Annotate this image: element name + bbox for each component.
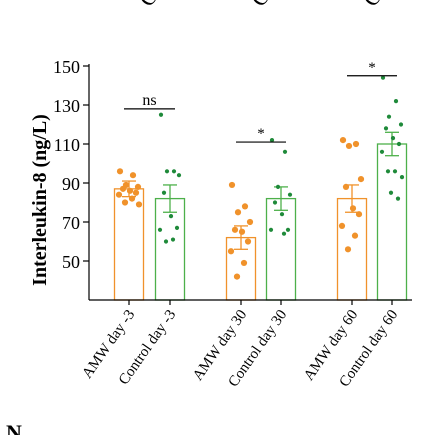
top-cutoff-label: C [358, 0, 387, 11]
data-point [176, 173, 182, 178]
data-point [161, 190, 167, 195]
y-tick-label: 110 [54, 135, 80, 155]
data-point [272, 200, 278, 205]
bar [376, 143, 408, 301]
data-point [168, 214, 174, 219]
data-point [128, 195, 136, 202]
data-point [135, 201, 143, 208]
data-point [227, 248, 235, 255]
data-point [233, 273, 241, 280]
data-point [116, 168, 124, 175]
significance-label: * [257, 126, 265, 142]
data-point [121, 199, 129, 206]
data-point [126, 187, 134, 194]
top-label-group: CCC [134, 0, 387, 11]
y-tick-label: 70 [62, 213, 80, 233]
data-point [355, 211, 363, 218]
data-point [228, 181, 236, 189]
data-point [115, 191, 123, 198]
data-point [393, 99, 399, 104]
data-point [287, 192, 293, 197]
data-point [171, 169, 177, 174]
data-point [385, 169, 391, 174]
significance-label: ns [142, 92, 156, 109]
y-axis: 50 70 90 110 130 150 [53, 57, 90, 300]
data-point [357, 176, 365, 183]
data-point [395, 196, 401, 201]
data-point [285, 227, 291, 232]
corner-label: N [6, 420, 22, 435]
plot-area: ns * * [113, 60, 408, 301]
data-point [386, 114, 392, 119]
data-point [390, 136, 396, 141]
data-point [234, 209, 242, 216]
data-point [129, 172, 137, 179]
bar [154, 197, 186, 301]
data-point [170, 237, 176, 242]
data-point [338, 222, 346, 229]
y-tick-label: 90 [62, 174, 80, 194]
data-point [246, 218, 254, 226]
y-tick-label: 150 [53, 57, 80, 77]
data-point [345, 142, 353, 150]
bar [336, 197, 368, 301]
data-point [279, 212, 285, 217]
data-point [383, 126, 389, 131]
data-point [275, 184, 281, 189]
top-cutoff-label: C [134, 0, 163, 11]
data-point [398, 122, 404, 127]
significance-label: * [368, 60, 376, 76]
data-point [380, 75, 386, 80]
data-point [174, 225, 180, 230]
data-point [157, 227, 163, 232]
data-point [268, 227, 274, 232]
data-point [240, 259, 248, 267]
y-axis-label: Interleukin-8 (ng/L) [29, 114, 51, 286]
data-point [119, 185, 127, 192]
data-point [158, 112, 164, 117]
data-point [238, 228, 246, 235]
data-point [344, 246, 352, 253]
data-point [349, 205, 357, 212]
y-tick-label: 50 [62, 252, 80, 272]
data-point [132, 189, 140, 196]
data-point [399, 175, 405, 180]
data-point [231, 226, 239, 233]
data-point [282, 149, 288, 154]
data-point [244, 238, 252, 245]
top-cutoff-label: C [246, 0, 275, 11]
data-point [351, 232, 359, 239]
data-point [163, 239, 169, 244]
data-point [241, 203, 249, 210]
data-point [392, 169, 398, 174]
data-point [352, 140, 360, 148]
data-point [281, 231, 287, 236]
data-point [396, 141, 402, 147]
data-point [379, 149, 385, 154]
data-point [342, 183, 350, 190]
data-point [388, 190, 394, 195]
data-point [134, 183, 142, 190]
data-point [269, 138, 275, 143]
y-tick-label: 130 [53, 96, 80, 116]
data-point [164, 169, 170, 174]
data-point [339, 137, 347, 144]
